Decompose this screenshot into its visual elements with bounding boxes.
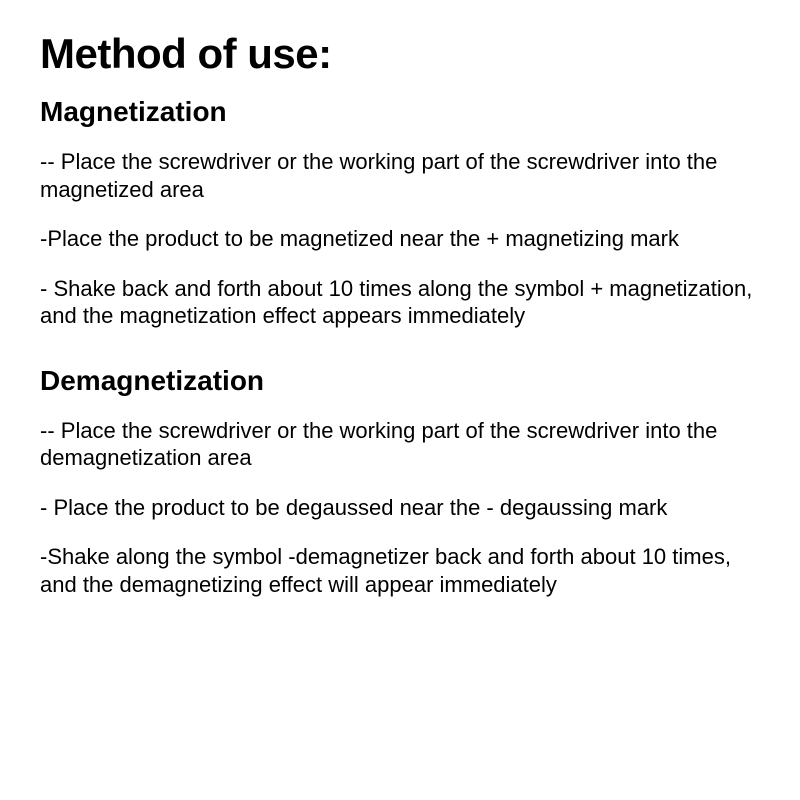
main-title: Method of use: (40, 30, 760, 78)
instruction-item: -- Place the screwdriver or the working … (40, 148, 760, 203)
instruction-item: - Shake back and forth about 10 times al… (40, 275, 760, 330)
section-heading-demagnetization: Demagnetization (40, 365, 760, 397)
instruction-item: - Place the product to be degaussed near… (40, 494, 760, 522)
section-heading-magnetization: Magnetization (40, 96, 760, 128)
instruction-item: -Shake along the symbol -demagnetizer ba… (40, 543, 760, 598)
instruction-item: -- Place the screwdriver or the working … (40, 417, 760, 472)
instruction-item: -Place the product to be magnetized near… (40, 225, 760, 253)
